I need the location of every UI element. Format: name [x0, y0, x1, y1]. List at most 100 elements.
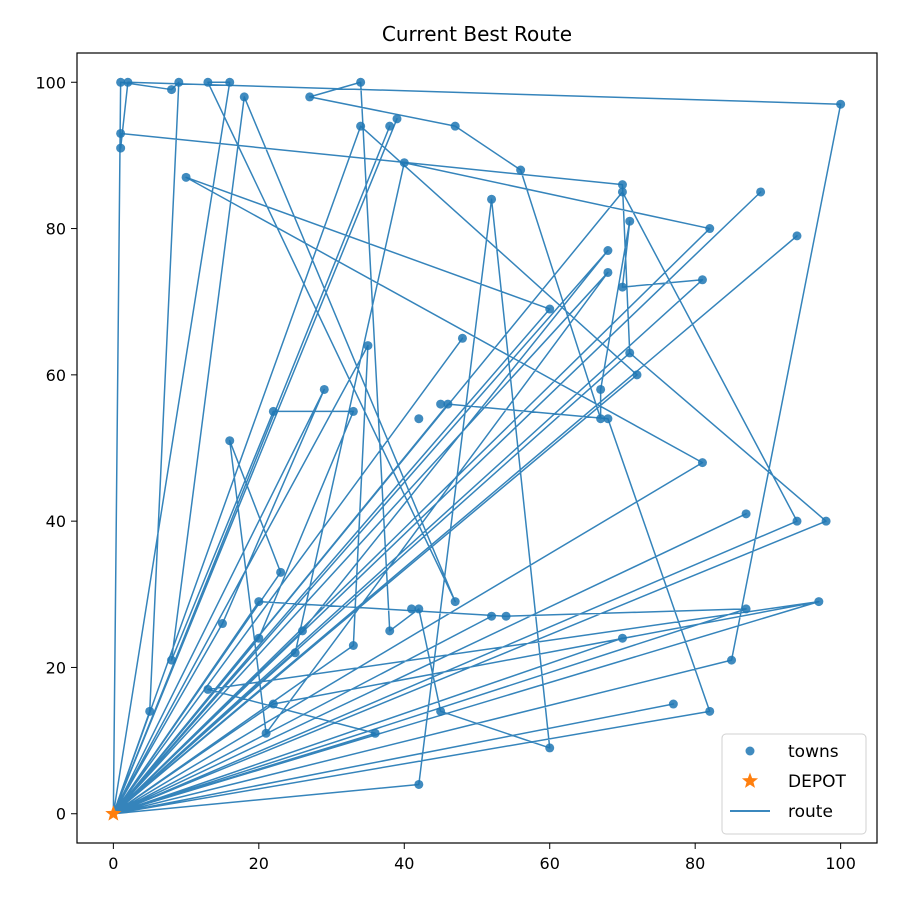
town-point [348, 406, 358, 416]
town-point [363, 341, 373, 351]
towns-layer [116, 77, 846, 789]
legend-depot-label: DEPOT [788, 772, 846, 792]
town-point [625, 348, 635, 358]
town-point [268, 406, 278, 416]
town-point [617, 180, 627, 190]
town-point [603, 246, 613, 255]
town-point [756, 187, 766, 197]
town-point [167, 655, 177, 665]
town-point [254, 597, 264, 607]
town-point [617, 633, 627, 643]
town-point [174, 77, 184, 87]
town-point [290, 648, 300, 658]
town-point [741, 604, 751, 614]
town-point [596, 414, 606, 424]
town-point [450, 597, 460, 607]
town-point [487, 194, 497, 204]
y-axis: 0 20 40 60 80 100 [35, 73, 77, 824]
legend: towns DEPOT route [721, 733, 867, 835]
town-point [545, 304, 555, 314]
town-point [239, 92, 249, 102]
y-tick-label: 20 [46, 658, 66, 677]
town-point [603, 267, 613, 277]
town-point [181, 172, 191, 182]
legend-towns-label: towns [788, 742, 839, 762]
town-point [741, 509, 751, 519]
town-point [268, 699, 278, 709]
town-point [443, 399, 453, 409]
town-point [436, 399, 446, 409]
y-tick-label: 80 [46, 220, 66, 239]
town-point [596, 384, 606, 394]
depot-marker [105, 805, 122, 821]
town-point [697, 275, 707, 285]
town-point [457, 333, 467, 343]
town-point [487, 611, 497, 621]
town-point [617, 187, 627, 197]
town-point [414, 414, 424, 424]
town-point [254, 633, 264, 643]
town-point [167, 85, 177, 95]
town-point [625, 216, 635, 226]
town-point [319, 384, 329, 394]
y-tick-label: 0 [56, 805, 66, 824]
x-axis: 0 20 40 60 80 100 [108, 843, 856, 873]
plot-frame [76, 52, 878, 844]
town-point [407, 604, 417, 614]
town-point [225, 436, 235, 446]
town-point [116, 128, 126, 138]
town-point [414, 604, 424, 614]
y-tick-label: 100 [35, 73, 66, 92]
town-point [203, 684, 213, 694]
town-point [399, 158, 409, 168]
town-point [814, 597, 824, 607]
town-point [632, 370, 642, 380]
town-point [276, 567, 286, 577]
town-point [356, 121, 366, 131]
town-point [603, 414, 613, 424]
town-point [392, 114, 402, 124]
town-point [501, 611, 511, 621]
town-point [821, 516, 831, 526]
town-point [414, 779, 424, 789]
x-tick-label: 20 [249, 854, 269, 873]
town-point [705, 224, 715, 234]
town-point [370, 728, 380, 738]
legend-depot-marker [741, 772, 759, 788]
legend-box [721, 733, 867, 835]
y-tick-label: 40 [46, 512, 66, 531]
town-point [123, 77, 133, 87]
depot-layer [105, 805, 122, 821]
town-point [356, 77, 366, 87]
town-point [516, 165, 526, 175]
town-point [385, 626, 395, 636]
town-point [116, 77, 126, 87]
town-point [305, 92, 315, 102]
town-point [792, 516, 802, 526]
x-tick-label: 100 [825, 854, 856, 873]
town-point [217, 619, 227, 629]
legend-route-label: route [788, 802, 833, 822]
x-tick-label: 40 [394, 854, 414, 873]
x-tick-label: 0 [108, 854, 118, 873]
town-point [385, 121, 395, 131]
town-point [705, 706, 715, 716]
town-point [225, 77, 235, 87]
town-point [203, 77, 213, 87]
legend-towns-marker [745, 746, 755, 756]
town-point [792, 231, 802, 241]
town-point [836, 99, 846, 109]
x-tick-label: 80 [685, 854, 705, 873]
town-point [436, 706, 446, 716]
town-point [297, 626, 307, 636]
x-tick-label: 60 [540, 854, 560, 873]
town-point [617, 282, 627, 292]
chart-title: Current Best Route [382, 22, 572, 46]
town-point [145, 706, 155, 716]
town-point [545, 743, 555, 753]
town-point [668, 699, 678, 709]
y-tick-label: 60 [46, 366, 66, 385]
town-point [261, 728, 271, 738]
town-point [727, 655, 737, 665]
